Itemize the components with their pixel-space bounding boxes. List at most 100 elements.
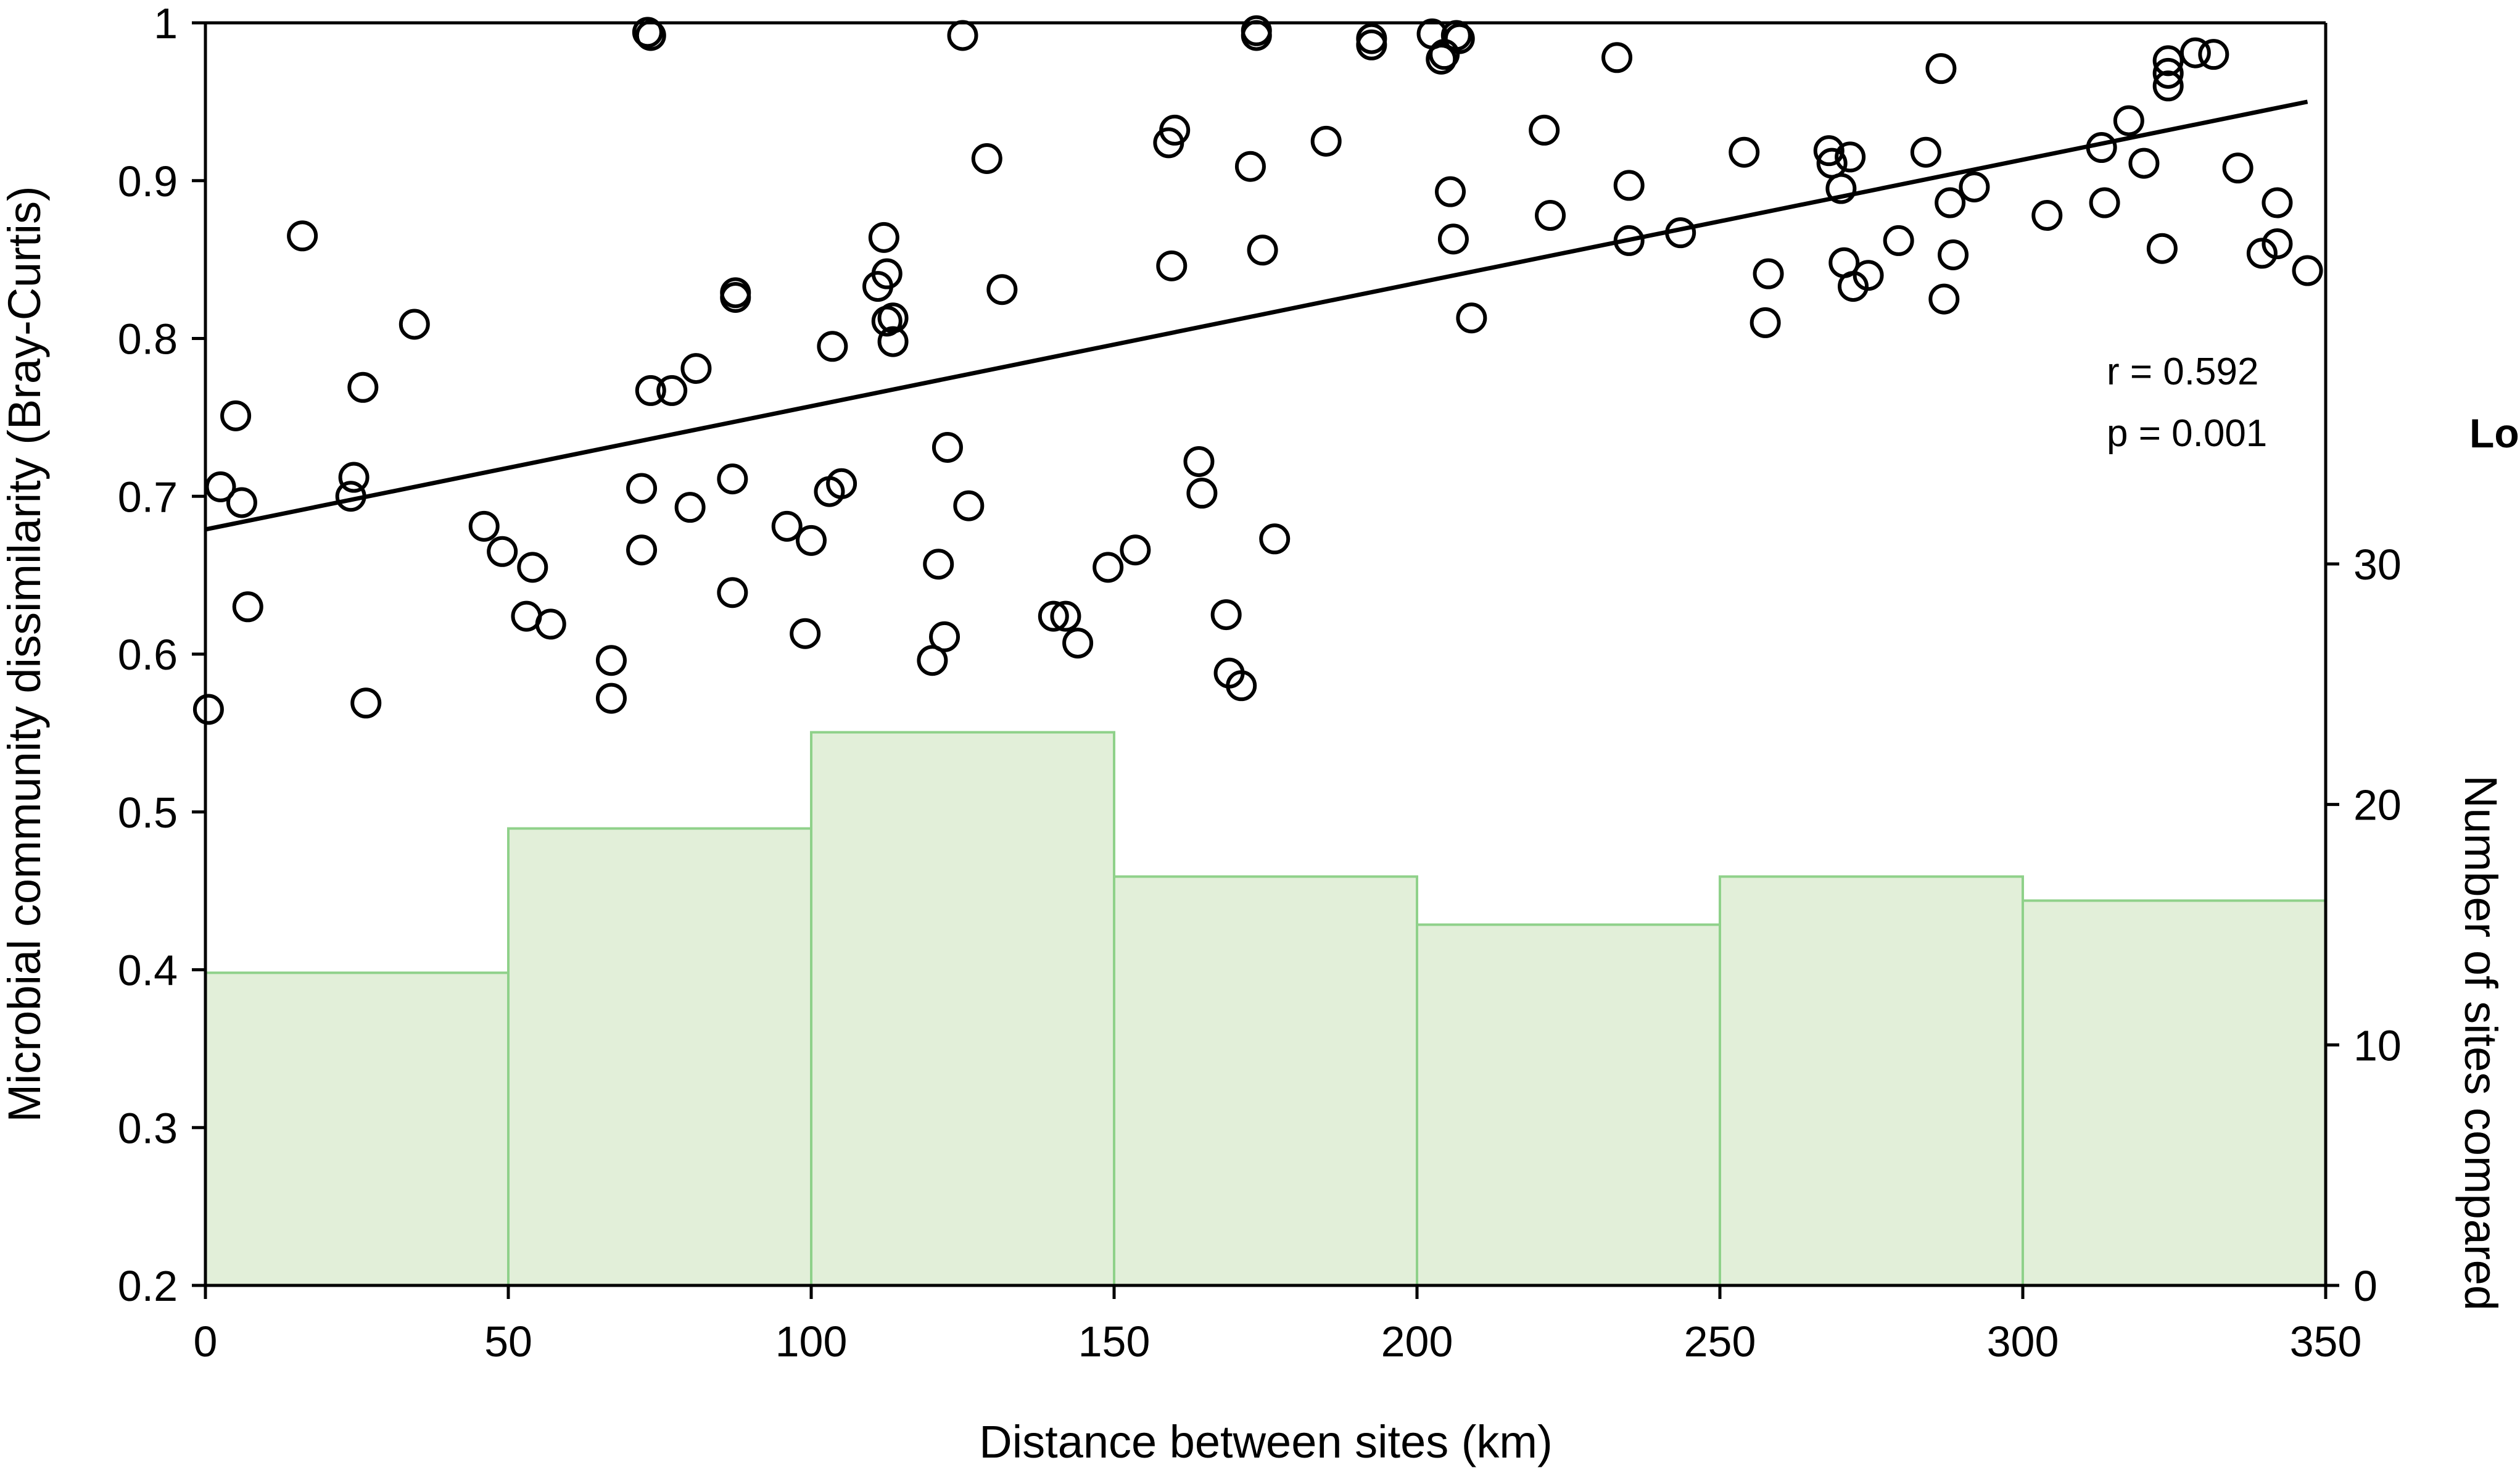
data-point-48: [971, 143, 1002, 174]
data-point-46: [947, 20, 978, 51]
data-point-20: [632, 17, 663, 48]
data-point-15: [535, 608, 566, 640]
histogram-bar-1: [507, 827, 812, 1287]
partial-legend-label: Lo: [2469, 410, 2519, 456]
data-point-12: [487, 536, 518, 567]
x-tick-label-1: 50: [484, 1317, 532, 1366]
data-point-92: [1835, 141, 1866, 173]
trend-line: [205, 99, 2308, 532]
data-point-57: [1159, 114, 1191, 146]
data-point-98: [1928, 283, 1960, 315]
data-point-96: [1910, 136, 1941, 168]
data-point-59: [1186, 478, 1218, 509]
data-point-86: [1750, 307, 1781, 338]
data-point-72: [1426, 43, 1457, 75]
data-point-21: [635, 375, 666, 406]
data-point-19: [626, 534, 658, 566]
y2-tick-label-2: 20: [2353, 781, 2402, 829]
data-point-115: [2262, 187, 2293, 218]
data-point-97: [1925, 53, 1957, 85]
data-point-38: [871, 258, 903, 289]
scatter-points: [192, 15, 2323, 725]
data-point-110: [2152, 70, 2184, 102]
data-point-50: [1038, 600, 1069, 632]
data-point-70: [1356, 29, 1387, 60]
data-point-32: [796, 525, 827, 556]
data-point-18: [626, 473, 658, 504]
data-point-16: [595, 645, 627, 676]
histogram-bar-6: [2022, 899, 2327, 1287]
data-point-113: [2222, 152, 2254, 184]
histogram-bar-2: [810, 731, 1115, 1287]
data-point-7: [338, 462, 370, 493]
data-point-77: [1444, 23, 1475, 54]
annotation-r: r = 0.592: [2107, 351, 2258, 393]
data-point-31: [790, 618, 821, 649]
y-tick-label-6: 0.8: [118, 315, 178, 363]
y-tick-label-0: 0.2: [118, 1262, 178, 1310]
data-point-117: [2292, 255, 2323, 286]
data-point-81: [1601, 42, 1633, 73]
data-point-34: [817, 331, 848, 362]
data-point-10: [399, 309, 430, 340]
x-tick-label-6: 300: [1987, 1317, 2059, 1366]
data-point-116: [2262, 228, 2293, 260]
y-ticks: 0.2 0.3 0.4 0.5 0.6 0.7 0.8 0.9 1: [118, 0, 205, 1310]
annotation-p: p = 0.001: [2107, 412, 2267, 455]
histogram-bar-3: [1113, 875, 1418, 1287]
data-point-75: [1437, 223, 1469, 255]
data-point-40: [877, 302, 909, 334]
data-point-103: [2086, 132, 2117, 164]
data-point-60: [1210, 599, 1242, 631]
data-point-66: [1247, 234, 1278, 266]
data-point-4: [232, 591, 263, 623]
data-point-84: [1665, 217, 1696, 249]
y-tick-label-3: 0.5: [118, 789, 178, 837]
y2-tick-label-0: 0: [2353, 1262, 2377, 1310]
data-point-56: [1156, 250, 1188, 281]
data-point-67: [1259, 523, 1291, 555]
data-point-94: [1853, 260, 1884, 291]
data-point-6: [335, 481, 366, 512]
data-point-47: [953, 490, 985, 521]
data-point-112: [2198, 39, 2229, 70]
data-point-108: [2152, 45, 2184, 77]
data-point-35: [826, 468, 857, 499]
data-point-24: [674, 492, 706, 523]
data-point-74: [1435, 176, 1466, 207]
data-point-88: [1813, 135, 1845, 167]
histogram-bar-0: [204, 971, 510, 1287]
y-tick-label-1: 0.3: [118, 1104, 178, 1152]
data-point-17: [595, 683, 627, 714]
data-point-80: [1535, 200, 1566, 231]
y2-tick-label-3: 30: [2353, 541, 2402, 589]
data-point-53: [1093, 552, 1124, 583]
data-point-42: [917, 645, 948, 676]
data-point-25: [680, 353, 712, 384]
y-tick-label-2: 0.4: [118, 947, 178, 995]
data-point-104: [2089, 187, 2120, 218]
data-point-54: [1120, 534, 1151, 566]
data-point-26: [717, 463, 748, 495]
x-tick-label-7: 350: [2290, 1317, 2362, 1366]
data-point-0: [192, 694, 224, 725]
data-point-85: [1729, 136, 1760, 168]
data-point-1: [205, 471, 236, 502]
histogram-bars: [204, 731, 2327, 1287]
data-point-5: [287, 220, 318, 252]
x-ticks: 0 50 100 150 200 250 300 350: [194, 1285, 2362, 1366]
histogram-bar-5: [1719, 875, 2024, 1287]
y2-tick-label-1: 10: [2353, 1021, 2402, 1069]
data-point-107: [2146, 233, 2178, 264]
x-axis-title: Distance between sites (km): [979, 1416, 1552, 1467]
data-point-109: [2152, 57, 2184, 89]
y-axis-title: Microbial community dissimilarity (Bray-…: [0, 186, 50, 1122]
data-point-83: [1613, 225, 1645, 256]
data-point-51: [1050, 600, 1081, 632]
y-tick-label-7: 0.9: [118, 157, 178, 205]
data-point-79: [1529, 114, 1560, 146]
y-tick-label-8: 1: [154, 0, 178, 48]
data-point-99: [1935, 187, 1966, 218]
data-point-102: [2031, 200, 2063, 231]
